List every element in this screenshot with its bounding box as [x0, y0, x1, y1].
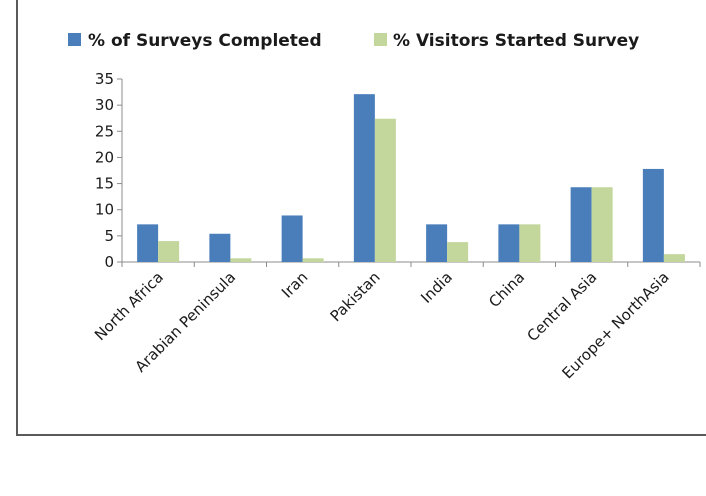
y-tick-label: 15: [95, 175, 114, 193]
x-category-label: North Africa: [91, 268, 167, 344]
bar-series: [137, 94, 685, 262]
legend-label-visitors-started: % Visitors Started Survey: [393, 31, 639, 51]
bar-surveys-completed: [426, 224, 448, 262]
bar-surveys-completed: [570, 187, 592, 262]
bar-surveys-completed: [281, 215, 303, 262]
y-tick-label: 0: [104, 253, 114, 271]
bar-visitors-started: [663, 254, 685, 262]
y-tick-label: 35: [95, 70, 114, 88]
x-category-label: India: [417, 268, 456, 307]
y-axis-ticks: 0 5 10 15 20 25 30 35: [95, 70, 122, 271]
x-category-label: Central Asia: [524, 268, 601, 345]
y-tick-label: 20: [95, 148, 114, 166]
bar-visitors-started: [447, 242, 469, 262]
bar-surveys-completed: [498, 224, 520, 262]
bar-visitors-started: [302, 258, 324, 262]
y-tick-label: 30: [95, 96, 114, 114]
x-category-label: China: [485, 268, 528, 311]
bar-visitors-started: [374, 118, 396, 262]
bar-visitors-started: [591, 187, 613, 262]
bar-visitors-started: [519, 224, 541, 262]
bar-surveys-completed: [353, 94, 375, 262]
chart-axes: [121, 79, 701, 267]
legend-swatch-surveys-completed: [68, 33, 81, 46]
x-category-label: Iran: [278, 268, 311, 301]
bar-visitors-started: [158, 241, 180, 262]
legend-label-surveys-completed: % of Surveys Completed: [88, 31, 322, 51]
bar-visitors-started: [230, 258, 252, 262]
bar-surveys-completed: [137, 224, 159, 262]
bar-surveys-completed: [209, 233, 231, 262]
y-tick-label: 5: [104, 227, 114, 245]
chart-legend: % of Surveys Completed % Visitors Starte…: [68, 31, 639, 51]
x-category-label: Pakistan: [327, 268, 384, 325]
y-tick-label: 10: [95, 201, 114, 219]
legend-swatch-visitors-started: [374, 33, 387, 46]
y-tick-label: 25: [95, 122, 114, 140]
bar-surveys-completed: [642, 168, 664, 262]
